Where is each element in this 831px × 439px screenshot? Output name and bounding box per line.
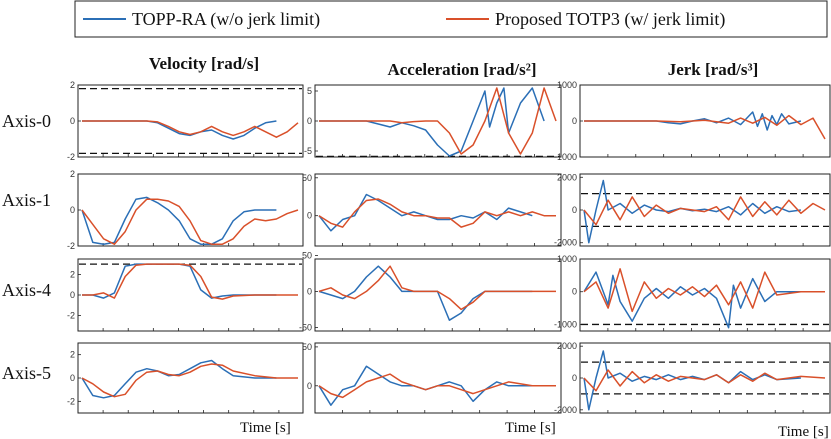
y-tick-label: 0 [307,116,312,126]
series-line-totp3 [584,114,826,140]
y-tick-label: 0 [307,286,312,296]
legend-label-totp3: Proposed TOTP3 (w/ jerk limit) [495,9,725,30]
series-line-totp3 [82,263,298,300]
y-tick-label: 0 [70,373,75,383]
y-tick-label: 2 [70,269,75,279]
y-tick-label: 2 [70,80,75,90]
y-tick-label: -2000 [554,238,577,248]
panels-group: 20-250-510000-100020-250020000-200020-25… [67,80,831,415]
y-tick-label: 0 [70,290,75,300]
panel-r1-c0: 2 0 -2 [67,169,304,251]
row-label-axis-4: Axis-4 [2,280,51,300]
panel-frame [314,258,562,332]
series-line-topp-ra [583,350,801,411]
y-tick-label: 0 [572,116,577,126]
column-title-velocity: Velocity [rad/s] [149,54,259,73]
panel-r2-c2: 1000 0 -1000 [554,254,831,332]
panel-r0-c1: 5 0 -5 [304,84,562,158]
column-title-jerk: Jerk [rad/s³] [668,60,759,79]
series-line-totp3 [318,373,556,399]
y-tick-label: 2 [70,350,75,360]
y-tick-label: -2 [67,396,75,406]
y-tick-label: -1000 [554,319,577,329]
series-line-totp3 [318,198,556,228]
panel-r3-c0: 2 0 -2 [67,342,304,414]
y-tick-label: -2000 [554,405,577,415]
series-line-totp3 [81,198,299,245]
y-tick-label: 0 [572,373,577,383]
xlabel-col-2: Time [s] [778,424,829,439]
legend-label-topp-ra: TOPP-RA (w/o jerk limit) [132,9,320,30]
y-tick-label: 0 [70,116,75,126]
y-tick-label: 0 [572,287,577,297]
series-line-totp3 [583,369,826,392]
y-tick-label: -2 [67,311,75,321]
legend: TOPP-RA (w/o jerk limit) Proposed TOTP3 … [74,0,828,38]
y-tick-label: 2000 [557,172,577,182]
y-tick-label: 50 [302,342,312,352]
panel-r0-c0: 2 0 -2 [67,80,304,162]
panel-r1-c2: 2000 0 -2000 [554,172,831,248]
series-line-totp3 [319,87,557,155]
y-tick-label: -5 [304,146,312,156]
y-tick-label: 0 [70,205,75,215]
panel-r3-c1: 50 0 [302,342,562,414]
xlabel-col-0: Time [s] [240,420,291,436]
y-tick-label: -1000 [554,152,577,162]
y-tick-label: 50 [302,250,312,260]
y-tick-label: 2000 [557,341,577,351]
series-line-totp3 [583,196,826,226]
row-label-axis-5: Axis-5 [2,363,51,383]
panel-frame [314,173,562,247]
y-tick-label: 0 [307,211,312,221]
panel-r1-c1: 50 0 [302,173,562,247]
series-line-topp-ra [319,87,545,157]
xlabel-col-1: Time [s] [505,420,556,436]
panel-r2-c1: 50 0 -50 [299,250,562,332]
y-tick-label: -2 [67,241,75,251]
panel-frame [579,258,831,332]
panel-r3-c2: 2000 0 -2000 [554,341,831,415]
series-line-totp3 [318,265,556,311]
row-label-axis-0: Axis-0 [2,111,51,131]
y-tick-label: 50 [302,173,312,183]
row-label-axis-1: Axis-1 [2,190,51,210]
y-tick-label: 0 [307,381,312,391]
series-line-totp3 [583,268,825,313]
column-title-acceleration: Acceleration [rad/s²] [387,60,536,79]
y-tick-label: 2 [70,169,75,179]
y-tick-label: -2 [67,152,75,162]
panel-r0-c2: 1000 0 -1000 [554,80,831,162]
y-tick-label: -50 [299,322,312,332]
y-tick-label: 1000 [557,254,577,264]
series-line-totp3 [81,363,298,398]
series-line-topp-ra [81,196,277,245]
series-line-topp-ra [81,359,277,399]
y-tick-label: 1000 [557,80,577,90]
panel-r2-c0: 2 0 -2 [67,258,304,332]
panel-frame [314,342,562,414]
y-tick-label: 0 [572,205,577,215]
y-tick-label: 5 [307,86,312,96]
series-line-totp3 [82,120,299,138]
